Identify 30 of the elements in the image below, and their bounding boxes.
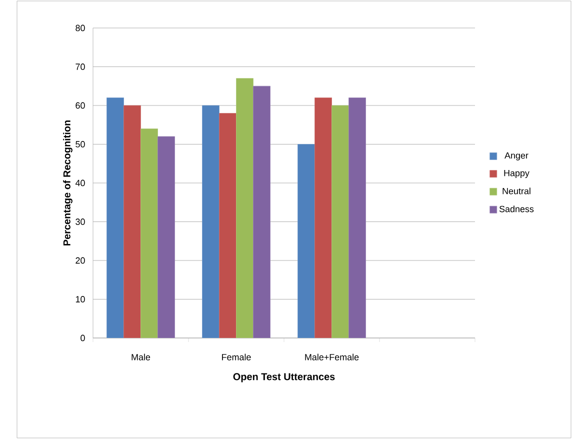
legend-label: Anger <box>504 152 528 160</box>
bar <box>314 98 332 338</box>
bar <box>253 86 270 338</box>
bar <box>124 105 141 338</box>
x-tick-label: Female <box>222 354 251 360</box>
bar <box>202 105 220 338</box>
legend-label: Sadness <box>499 206 534 212</box>
bar <box>348 98 366 338</box>
bar <box>332 105 349 338</box>
x-tick-label: Male+Female <box>305 354 359 360</box>
y-tick-label: 0 <box>80 334 85 342</box>
y-tick-label: 70 <box>76 64 85 70</box>
y-axis-title: Percentage of Recognition <box>63 120 72 246</box>
bar <box>106 98 124 338</box>
y-tick-label: 10 <box>76 296 85 302</box>
legend-label: Neutral <box>502 188 530 194</box>
x-axis-title: Open Test Utterances <box>233 373 335 382</box>
x-tick-label: Male <box>132 354 150 360</box>
legend-label: Happy <box>504 170 530 178</box>
y-tick-label: 80 <box>76 24 85 32</box>
y-tick-label: 50 <box>76 141 85 148</box>
bar <box>219 113 236 338</box>
bar <box>298 144 315 338</box>
bar <box>140 128 158 338</box>
y-tick-label: 40 <box>75 180 85 186</box>
bar <box>158 136 175 338</box>
y-tick-label: 20 <box>76 257 85 264</box>
y-tick-label: 60 <box>76 102 85 109</box>
bar <box>236 78 254 338</box>
y-tick-label: 30 <box>76 218 85 225</box>
